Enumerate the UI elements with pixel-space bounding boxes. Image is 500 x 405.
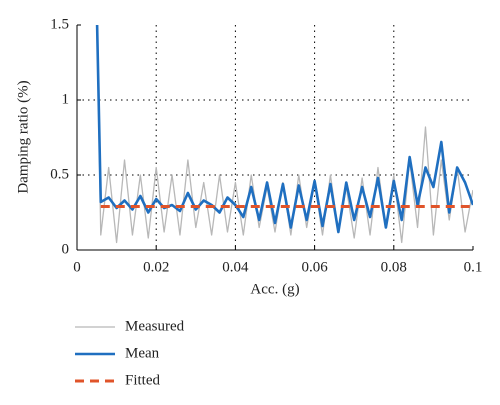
plot-area	[95, 25, 473, 244]
x-tick-label: 0.1	[464, 259, 483, 275]
legend-label: Mean	[125, 345, 160, 361]
series-line	[95, 25, 473, 234]
x-axis-label: Acc. (g)	[250, 281, 299, 297]
y-axis-label: Damping ratio (%)	[15, 80, 31, 193]
x-tick-label: 0.08	[381, 259, 407, 275]
y-tick-label: 0.5	[50, 166, 69, 182]
y-tick-label: 0	[62, 241, 70, 257]
legend-label: Fitted	[125, 372, 161, 388]
x-tick-label: 0.04	[222, 259, 249, 275]
x-tick-label: 0.06	[301, 259, 328, 275]
y-tick-label: 1	[62, 91, 70, 107]
x-tick-label: 0.02	[143, 259, 169, 275]
y-tick-label: 1.5	[50, 16, 69, 32]
legend-label: Measured	[125, 318, 185, 334]
x-tick-label: 0	[73, 259, 81, 275]
